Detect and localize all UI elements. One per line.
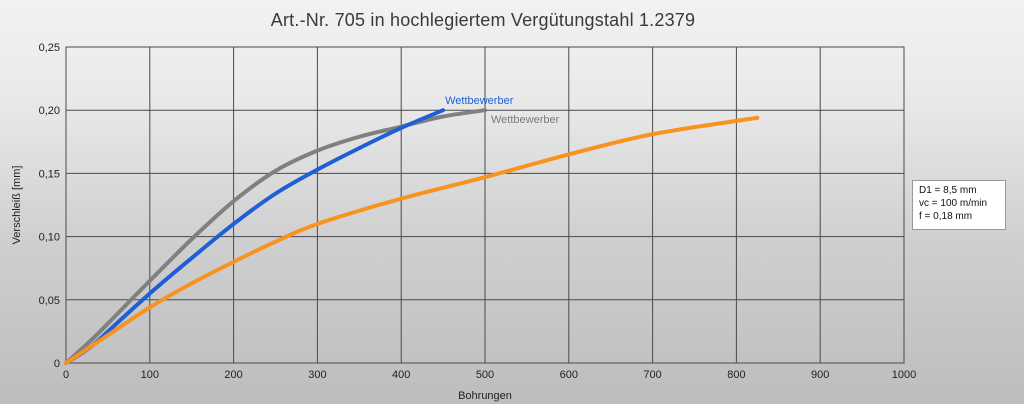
x-axis-ticks: 0 100 200 300 400 500 600 700 800 900 1000 xyxy=(63,369,916,381)
series-label: Wettbewerber xyxy=(445,95,514,107)
x-axis-label: Bohrungen xyxy=(458,390,512,402)
x-tick-label: 400 xyxy=(392,369,410,381)
param-line-cutting-speed: vc = 100 m/min xyxy=(919,198,988,209)
x-tick-label: 900 xyxy=(811,369,829,381)
x-tick-label: 0 xyxy=(63,369,69,381)
y-axis-ticks: 0 0,05 0,10 0,15 0,20 0,25 xyxy=(39,42,60,370)
parameter-box: D1 = 8,5 mm vc = 100 m/min f = 0,18 mm xyxy=(912,180,1006,230)
y-tick-label: 0,15 xyxy=(39,168,60,180)
series-line-orange xyxy=(64,115,760,365)
chart-title: Art.-Nr. 705 in hochlegiertem Vergütungs… xyxy=(270,10,696,30)
series-label: Wettbewerber xyxy=(491,114,560,126)
param-line-diameter: D1 = 8,5 mm xyxy=(919,185,977,196)
series-lines xyxy=(64,108,760,365)
y-tick-label: 0,10 xyxy=(39,232,60,244)
param-line-feed: f = 0,18 mm xyxy=(919,211,973,222)
x-tick-label: 300 xyxy=(308,369,326,381)
series-labels: Wettbewerber Wettbewerber xyxy=(445,95,560,126)
y-tick-label: 0,25 xyxy=(39,42,60,54)
x-tick-label: 800 xyxy=(727,369,745,381)
y-tick-label: 0 xyxy=(54,358,60,370)
x-tick-label: 700 xyxy=(643,369,661,381)
series-line-competitor-blue xyxy=(64,108,446,365)
y-tick-label: 0,05 xyxy=(39,295,60,307)
x-tick-label: 500 xyxy=(476,369,494,381)
y-tick-label: 0,20 xyxy=(39,105,60,117)
grid-lines xyxy=(65,46,905,364)
x-tick-label: 1000 xyxy=(892,369,916,381)
x-tick-label: 600 xyxy=(560,369,578,381)
x-tick-label: 200 xyxy=(224,369,242,381)
y-axis-label: Verschleiß [mm] xyxy=(11,166,23,245)
x-tick-label: 100 xyxy=(141,369,159,381)
